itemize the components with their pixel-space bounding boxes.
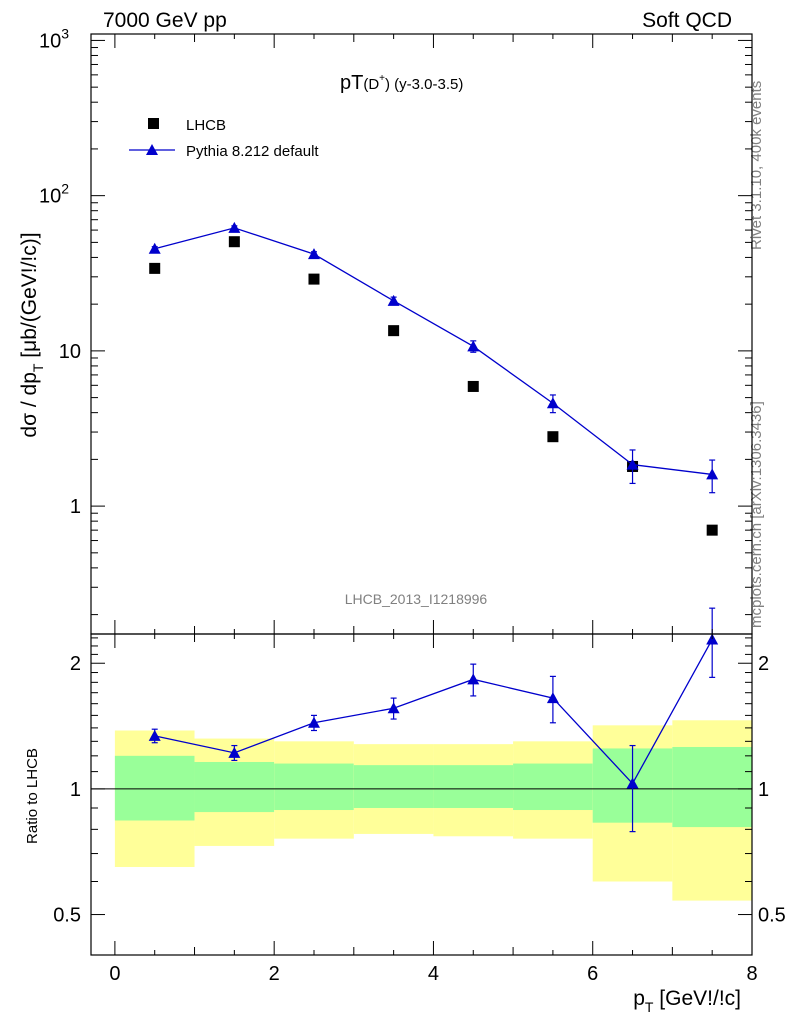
ratio-y-tick-label: 0.5 [53,905,81,927]
ratio-data-point [307,716,320,728]
ratio-data-point [387,702,400,714]
legend-pythia-marker [146,144,158,155]
ratio-data-point [626,777,639,789]
x-tick-label: 0 [109,963,120,985]
ratio-y-axis-label: Ratio to LHCB [24,748,41,844]
pythia-data-point [228,221,241,233]
main-y-tick-label: 103 [39,25,69,52]
ratio-y-tick-label-right: 1 [758,779,769,801]
ratio-panel-frame [90,633,753,956]
ratio-band-green [353,765,434,808]
ratio-band-green [513,763,593,811]
pythia-data-point [467,340,480,352]
lhcb-data-point [706,524,718,536]
pythia-data-point [706,468,719,480]
panel-frames: 0 2 4 6 8 1 10 102 103 0.5 0.5 1 1 2 2 [39,25,786,985]
pythia-data-point [148,242,161,254]
header-left-label: 7000 GeV pp [103,9,227,32]
x-tick-label: 6 [587,963,598,985]
lhcb-data-point [388,325,400,337]
ratio-band-green [194,761,275,813]
ratio-y-tick-label-right: 2 [758,653,769,675]
main-panel [148,221,719,536]
ratio-data-point [546,692,559,704]
legend-lhcb-label: LHCB [186,117,226,134]
lhcb-data-point [467,380,479,392]
legend: LHCB Pythia 8.212 default [129,117,319,160]
x-tick-label: 8 [746,963,757,985]
x-tick-label: 2 [269,963,280,985]
pythia-series-line [154,227,713,476]
ratio-band-green [672,746,752,828]
analysis-id-watermark: LHCB_2013_I1218996 [345,591,488,607]
ratio-panel [91,607,752,833]
x-tick-label: 4 [428,963,439,985]
ratio-band-green [433,765,514,808]
ratio-band-green [114,755,195,821]
main-y-tick-label: 102 [39,181,69,208]
x-axis-label: pT [GeV!/!c] [633,987,741,1015]
pythia-data-point [387,294,400,306]
lhcb-data-point [228,236,240,248]
lhcb-data-point [149,262,161,274]
header-right-label: Soft QCD [642,9,732,32]
ratio-data-point [467,673,480,685]
pythia-data-point [546,397,559,409]
pythia-data-point [626,458,639,470]
rivet-version-label: Rivet 3.1.10, 400k events [748,81,765,250]
ratio-data-point [148,729,161,741]
mcplots-reference-label: mcplots.cern.ch [arXiv:1306.3436] [748,401,765,628]
legend-lhcb-marker [148,118,159,129]
ratio-band-green [274,763,354,811]
ratio-y-tick-label: 2 [70,653,81,675]
ratio-series-line [154,639,713,785]
pythia-data-point [307,248,320,260]
lhcb-data-point [547,431,559,443]
ratio-y-tick-label: 1 [70,779,81,801]
main-y-tick-label: 1 [70,496,81,518]
lhcb-data-point [308,273,320,285]
legend-pythia-label: Pythia 8.212 default [186,143,319,160]
ratio-y-tick-label-right: 0.5 [758,905,786,927]
plot-title: pT(D+) (y-3.0-3.5) [340,72,463,94]
ratio-uncertainty-bands [114,720,752,901]
ratio-data-point [228,746,241,758]
main-y-tick-label: 10 [59,341,81,363]
main-y-axis-label: dσ / dpT [μb/(GeV!/!c)] [18,232,46,437]
